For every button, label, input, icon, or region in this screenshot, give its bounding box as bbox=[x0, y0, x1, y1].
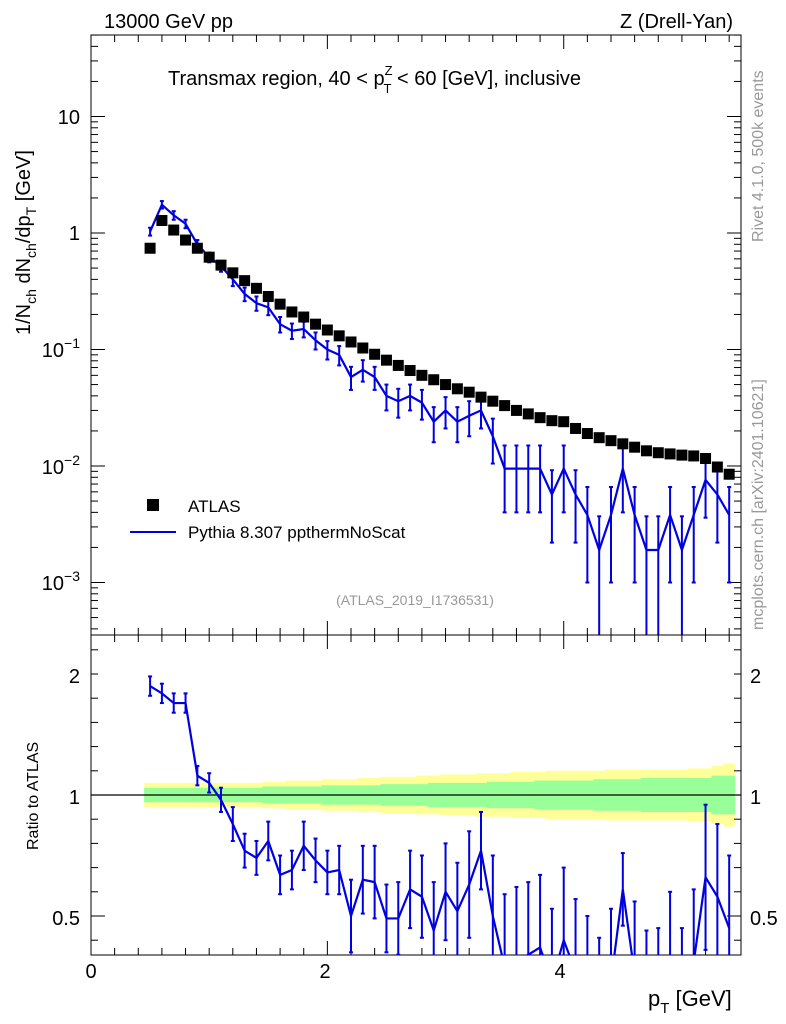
data-point bbox=[640, 445, 652, 457]
data-point bbox=[617, 438, 629, 450]
header-left: 13000 GeV pp bbox=[104, 11, 233, 33]
y-tick-label-0.1: 10−1 bbox=[42, 335, 80, 362]
mcplots-info: mcplots.cern.ch [arXiv:2401.10621] bbox=[750, 379, 767, 630]
mc-line bbox=[149, 202, 731, 554]
data-point bbox=[392, 359, 404, 371]
data-point bbox=[688, 450, 700, 462]
data-point bbox=[534, 412, 546, 424]
data-point bbox=[250, 282, 262, 294]
data-point bbox=[664, 448, 676, 460]
main-title-sup: Z bbox=[385, 63, 393, 78]
data-point bbox=[440, 379, 452, 391]
data-point bbox=[499, 400, 511, 412]
main-frame bbox=[90, 34, 742, 636]
analysis-id: (ATLAS_2019_I1736531) bbox=[336, 592, 494, 608]
data-point bbox=[298, 311, 310, 323]
data-point bbox=[463, 386, 475, 398]
data-point bbox=[522, 408, 534, 420]
main-panel: Transmax region, 40 < pZ T < 60 [GeV], in… bbox=[13, 34, 742, 636]
data-point bbox=[451, 383, 463, 395]
mc-series-main bbox=[148, 200, 732, 635]
data-point bbox=[156, 215, 168, 227]
ratio-y-tick-label-2-right: 2 bbox=[750, 666, 761, 688]
mc-series-ratio bbox=[148, 675, 732, 955]
data-point bbox=[700, 452, 712, 464]
data-point bbox=[676, 449, 688, 461]
data-point bbox=[475, 391, 487, 403]
x-tick-label-4: 4 bbox=[554, 961, 565, 983]
data-point bbox=[215, 259, 227, 271]
main-title-post: < 60 [GeV], inclusive bbox=[392, 68, 582, 90]
x-axis-label: pT [GeV] bbox=[648, 986, 732, 1017]
data-point bbox=[428, 374, 440, 386]
ratio-panel: 2 1 0.5 2 1 0.5 Ratio to ATLAS 0 2 4 pT … bbox=[25, 634, 778, 1017]
data-point bbox=[357, 342, 369, 354]
ratio-y-tick-label-0.5: 0.5 bbox=[52, 908, 80, 930]
data-point bbox=[581, 428, 593, 440]
y-tick-label-0.01: 10−2 bbox=[42, 452, 80, 479]
y-tick-label-10: 10 bbox=[58, 107, 80, 129]
y-tick-label-1: 1 bbox=[69, 223, 80, 245]
data-point bbox=[274, 298, 286, 310]
data-point bbox=[380, 354, 392, 366]
x-tick-label-2: 2 bbox=[319, 961, 330, 983]
ratio-y-tick-label-0.5-right: 0.5 bbox=[750, 908, 778, 930]
x-tick-label-0: 0 bbox=[85, 961, 96, 983]
legend-data-label: ATLAS bbox=[188, 497, 241, 516]
data-point bbox=[558, 416, 570, 428]
data-point bbox=[345, 336, 357, 348]
main-x-ticks bbox=[90, 35, 730, 635]
data-point bbox=[239, 275, 251, 287]
header-right: Z (Drell-Yan) bbox=[620, 11, 733, 33]
ratio-y-tick-label-1-right: 1 bbox=[750, 787, 761, 809]
data-point bbox=[262, 291, 274, 303]
data-point bbox=[510, 404, 522, 416]
data-point bbox=[310, 318, 322, 330]
data-point bbox=[629, 441, 641, 453]
main-y-axis-label: 1/Nch dNch/dpT [GeV] bbox=[13, 150, 39, 335]
data-point bbox=[203, 251, 215, 263]
main-title-sub: T bbox=[384, 81, 392, 96]
rivet-info: Rivet 4.1.0, 500k events bbox=[750, 70, 767, 242]
data-point bbox=[416, 369, 428, 381]
data-point bbox=[723, 468, 735, 480]
data-point bbox=[321, 324, 333, 336]
data-point bbox=[144, 242, 156, 254]
data-point bbox=[546, 415, 558, 427]
data-point bbox=[168, 224, 180, 236]
ratio-y-ticks bbox=[91, 649, 741, 941]
ratio-y-tick-label-1: 1 bbox=[69, 787, 80, 809]
data-point bbox=[711, 461, 723, 473]
data-point bbox=[191, 242, 203, 254]
data-point bbox=[570, 422, 582, 434]
y-tick-label-0.001: 10−3 bbox=[42, 568, 80, 595]
data-point bbox=[652, 447, 664, 459]
mc-ratio-line bbox=[149, 685, 731, 955]
data-point bbox=[404, 365, 416, 377]
legend-mc-label: Pythia 8.307 ppthermNoScat bbox=[188, 523, 406, 542]
ratio-y-axis-label: Ratio to ATLAS bbox=[25, 742, 42, 850]
ratio-y-tick-label-2: 2 bbox=[69, 666, 80, 688]
data-point bbox=[605, 435, 617, 447]
data-point bbox=[286, 306, 298, 318]
data-point bbox=[593, 432, 605, 444]
legend-data-marker bbox=[147, 499, 159, 511]
data-point bbox=[333, 330, 345, 342]
data-point bbox=[180, 234, 192, 246]
data-point bbox=[369, 348, 381, 360]
main-title: Transmax region, 40 < pZ T < 60 [GeV], in… bbox=[168, 63, 581, 96]
data-point bbox=[227, 267, 239, 279]
data-point bbox=[487, 395, 499, 407]
main-title-pre: Transmax region, 40 < p bbox=[168, 68, 385, 90]
mc-ratio-clip bbox=[148, 675, 732, 955]
data-series-main bbox=[144, 215, 735, 480]
